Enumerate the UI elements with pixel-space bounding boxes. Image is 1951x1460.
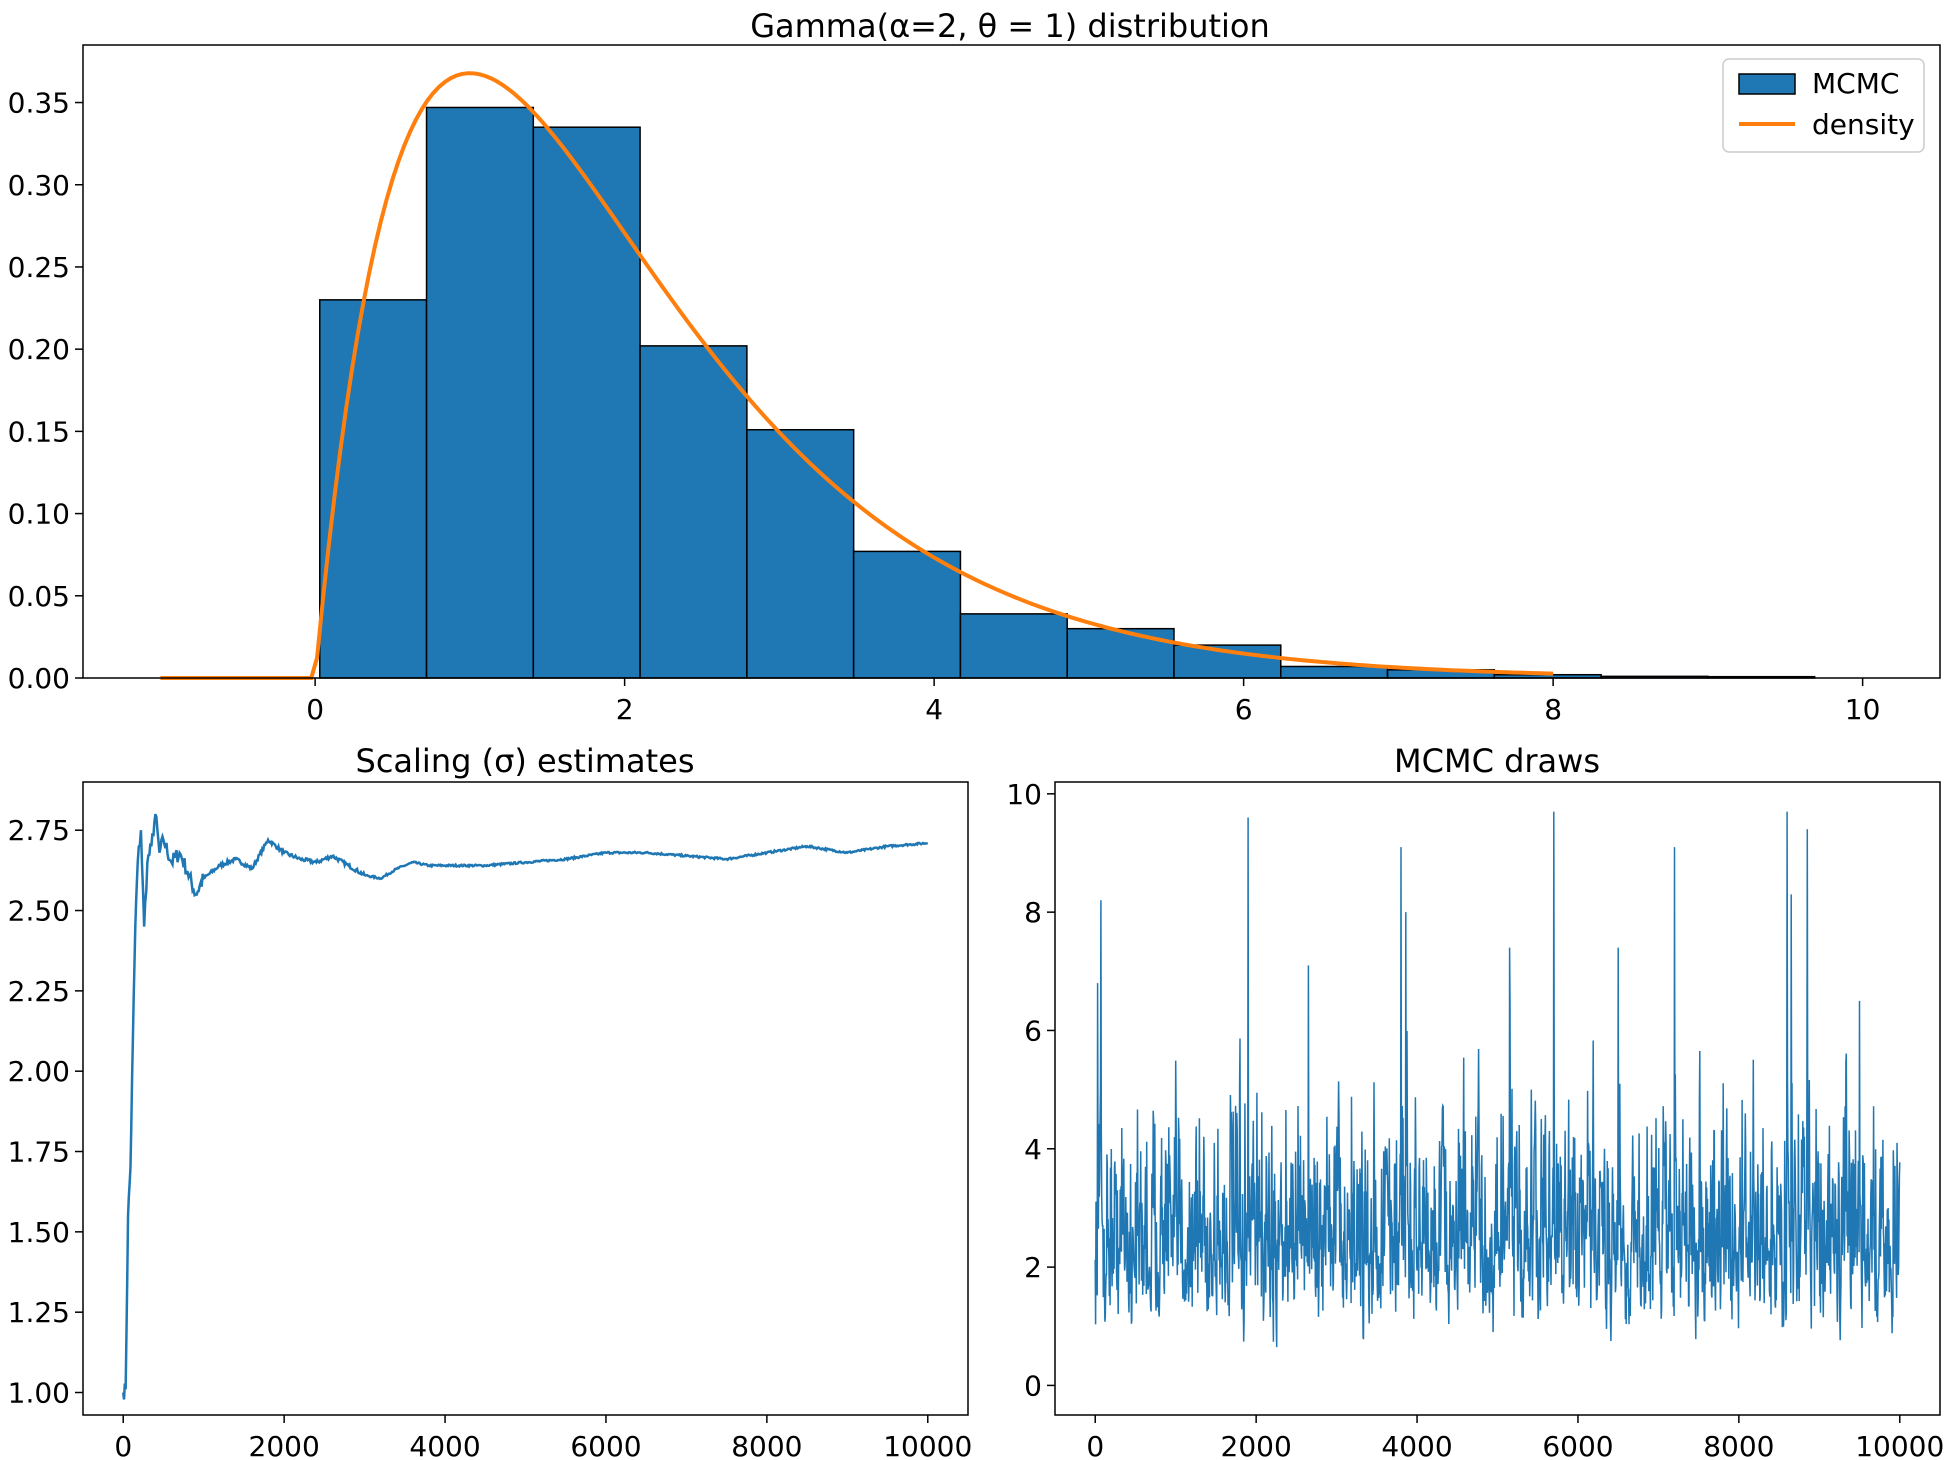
draws-y-tick-label: 10 [1006,778,1042,811]
scaling-x-tick-label: 6000 [570,1430,641,1460]
histogram-x-tick-label: 6 [1235,693,1253,726]
histogram-axes-frame [82,44,1941,679]
draws-x-tick-label: 2000 [1221,1430,1292,1460]
histogram-panel: Gamma(α=2, θ = 1) distribution 0 2 4 6 8 10 0… [8,7,1941,726]
histogram-bar [959,613,1068,679]
histogram-bar [1066,627,1175,679]
scaling-axes-frame [82,781,969,1416]
scaling-y-tick-label: 1.00 [8,1377,70,1410]
histogram-bar [639,345,748,679]
draws-y-tick-label: 0 [1024,1369,1042,1402]
histogram-y-tick-label: 0.20 [8,333,70,366]
density-curve [160,71,1554,680]
scaling-y-tick-label: 2.75 [8,814,70,847]
draws-y-tick-label: 2 [1024,1251,1042,1284]
draws-x-tick-label: 8000 [1703,1430,1774,1460]
scaling-y-tick-label: 2.00 [8,1055,70,1088]
histogram-bar [1280,665,1389,679]
legend-label-density: density [1812,108,1915,141]
histogram-bar [532,126,641,679]
histogram-y-ticks: 0.00 0.05 0.10 0.15 0.20 0.25 0.30 0.35 [8,87,83,695]
draws-x-ticks: 0 2000 4000 6000 8000 10000 [1086,1415,1944,1460]
draws-x-tick-label: 10000 [1855,1430,1944,1460]
draws-y-tick-label: 8 [1024,896,1042,929]
histogram-x-ticks: 0 2 4 6 8 10 [306,678,1880,726]
histogram-y-tick-label: 0.25 [8,251,70,284]
scaling-y-tick-label: 1.75 [8,1136,70,1169]
draws-y-tick-label: 4 [1024,1133,1042,1166]
draws-x-tick-label: 6000 [1542,1430,1613,1460]
draws-x-tick-label: 4000 [1381,1430,1452,1460]
histogram-bar [425,106,535,679]
histogram-legend: MCMC density [1722,58,1925,153]
scaling-x-tick-label: 0 [114,1430,132,1460]
histogram-y-tick-label: 0.35 [8,87,70,120]
draws-title: MCMC draws [1394,742,1600,780]
histogram-x-tick-label: 0 [306,693,324,726]
histogram-bar [319,299,428,679]
scaling-y-tick-label: 1.50 [8,1216,70,1249]
histogram-x-tick-label: 10 [1845,693,1881,726]
histogram-y-tick-label: 0.00 [8,662,70,695]
scaling-y-tick-label: 2.50 [8,895,70,928]
draws-x-tick-label: 0 [1086,1430,1104,1460]
scaling-panel: Scaling (σ) estimates 0 2000 4000 6000 8000 1… [8,742,973,1460]
legend-patch-mcmc [1738,73,1796,95]
histogram-title: Gamma(α=2, θ = 1) distribution [750,7,1270,45]
histogram-x-tick-label: 8 [1544,693,1562,726]
scaling-x-ticks: 0 2000 4000 6000 8000 10000 [114,1415,972,1460]
scaling-x-tick-label: 10000 [883,1430,972,1460]
draws-series-line [1094,811,1901,1348]
scaling-y-tick-label: 1.25 [8,1296,70,1329]
histogram-x-tick-label: 4 [925,693,943,726]
histogram-bar [852,550,962,679]
scaling-series-line [121,813,929,1400]
scaling-x-tick-label: 4000 [409,1430,480,1460]
histogram-x-tick-label: 2 [616,693,634,726]
scaling-title: Scaling (σ) estimates [356,742,695,780]
draws-y-ticks: 0 2 4 6 8 10 [1006,778,1055,1402]
histogram-bar [746,428,855,679]
histogram-y-tick-label: 0.05 [8,580,70,613]
scaling-x-tick-label: 8000 [731,1430,802,1460]
draws-panel: MCMC draws 0 2000 4000 6000 8000 10000 0 2 4 6 8 1… [1006,742,1944,1460]
scaling-y-tick-label: 2.25 [8,975,70,1008]
draws-y-tick-label: 6 [1024,1014,1042,1047]
scaling-y-ticks: 1.00 1.25 1.50 1.75 2.00 2.25 2.50 2.75 [8,814,83,1410]
scaling-x-tick-label: 2000 [249,1430,320,1460]
histogram-y-tick-label: 0.30 [8,169,70,202]
histogram-bars [319,106,1816,679]
histogram-y-tick-label: 0.15 [8,415,70,448]
histogram-y-tick-label: 0.10 [8,498,70,531]
draws-axes-frame [1054,781,1941,1416]
legend-label-mcmc: MCMC [1812,67,1899,100]
